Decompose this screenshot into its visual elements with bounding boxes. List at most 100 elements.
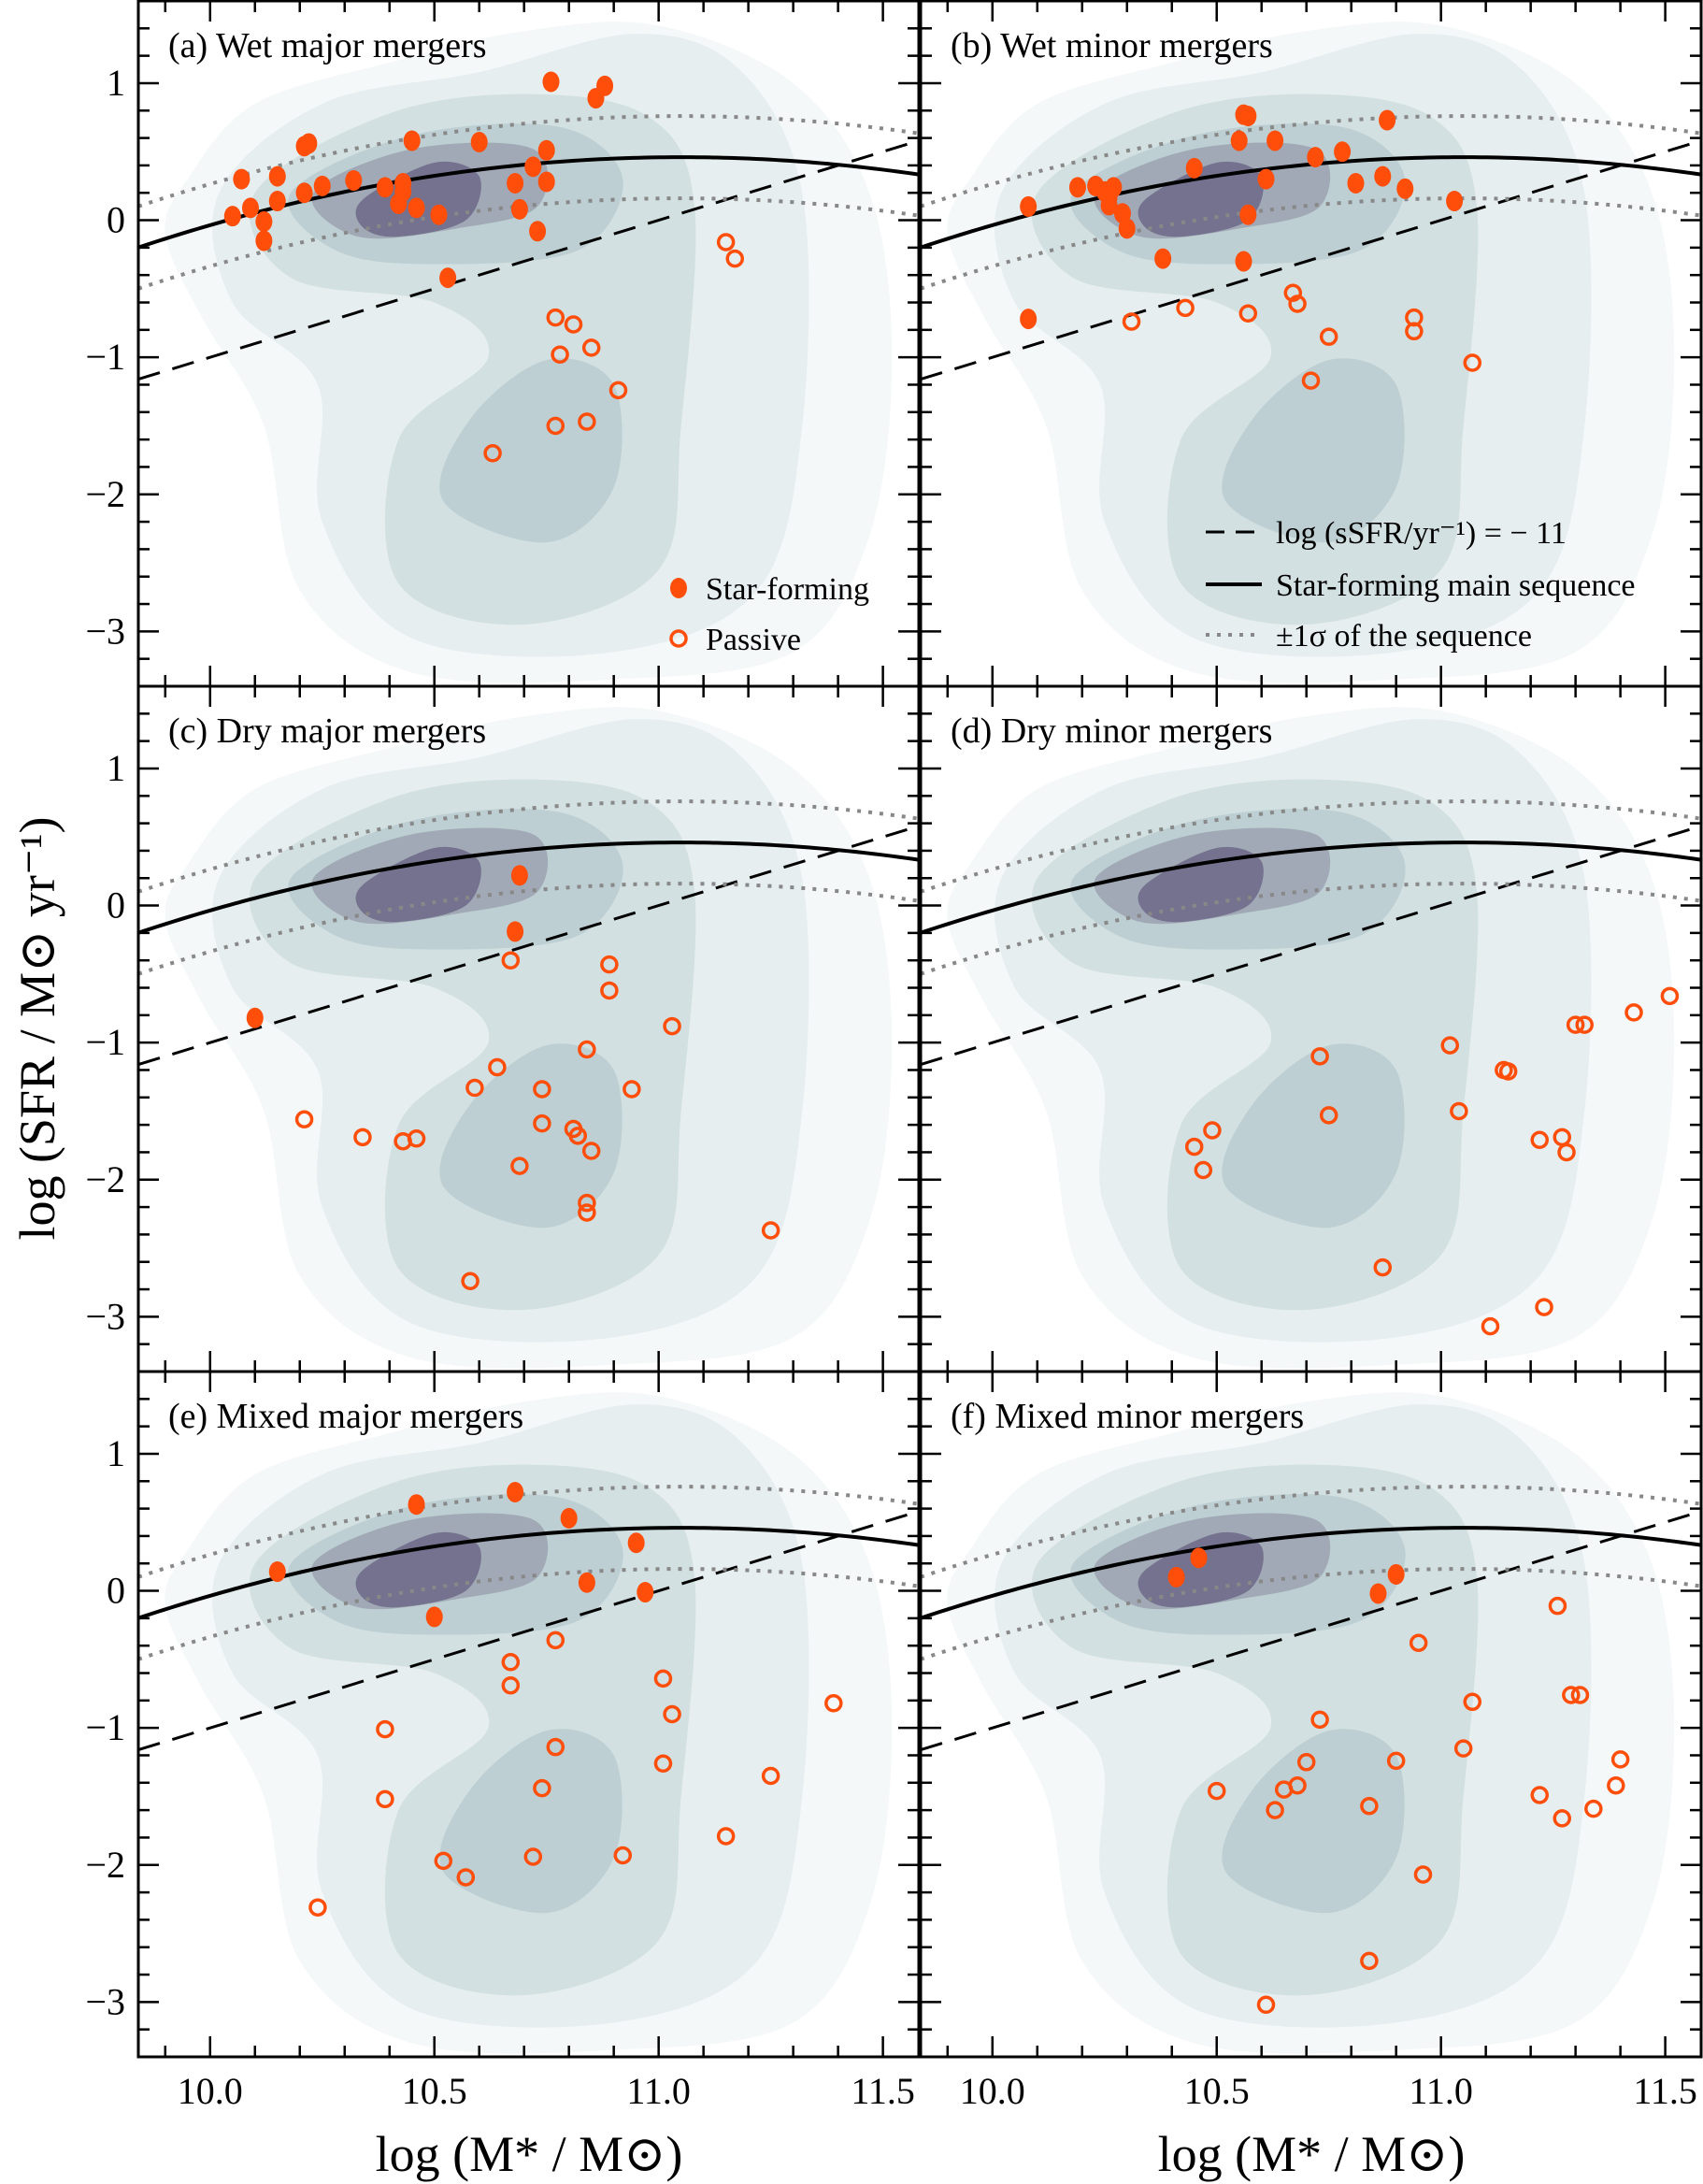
passive-point — [1288, 295, 1307, 313]
star-forming-point — [510, 198, 528, 220]
star-forming-point — [376, 177, 394, 198]
passive-point — [761, 1766, 780, 1786]
y-tick-label: 1 — [107, 747, 125, 789]
main-sequence-lower-sigma — [138, 196, 919, 291]
passive-point — [623, 1080, 641, 1099]
passive-point — [465, 1078, 484, 1098]
star-forming-point — [1374, 165, 1392, 187]
star-forming-point — [246, 1007, 264, 1028]
star-forming-point — [1154, 248, 1172, 269]
star-forming-point — [1257, 168, 1275, 190]
passive-point — [456, 1868, 476, 1887]
passive-point — [725, 249, 744, 268]
density-contours — [947, 1392, 1675, 2054]
passive-point — [376, 1789, 394, 1809]
x-axis-label-right: log (M* / M⊙) — [1158, 2126, 1466, 2182]
legend-passive-marker — [669, 629, 688, 648]
passive-point — [1562, 1686, 1581, 1704]
y-tick-label: −1 — [85, 1021, 125, 1063]
passive-point — [1530, 1786, 1549, 1804]
star-forming-point — [233, 168, 250, 190]
main-sequence-upper-sigma — [138, 114, 919, 208]
panel-title: (b) Wet minor mergers — [951, 26, 1273, 65]
x-tick-label: 10.5 — [402, 2070, 467, 2112]
density-contour — [355, 1531, 481, 1608]
star-forming-point — [529, 221, 547, 242]
main-sequence-lower-sigma — [138, 882, 919, 976]
density-contours — [947, 707, 1675, 1369]
x-tick-label: 11.0 — [1409, 2070, 1473, 2112]
x-tick-label: 10.0 — [960, 2070, 1025, 2112]
passive-point — [608, 381, 628, 400]
density-contour — [439, 358, 623, 543]
x-tick-label: 10.5 — [1184, 2070, 1250, 2112]
passive-point — [581, 338, 601, 357]
star-forming-point — [439, 267, 457, 289]
passive-point — [1207, 1781, 1226, 1801]
y-axis-label: log (SFR / M⊙ yr⁻¹) — [9, 817, 65, 1241]
star-forming-point — [507, 1482, 524, 1503]
passive-point — [1373, 1257, 1393, 1277]
passive-point — [653, 1669, 673, 1688]
passive-point — [510, 1157, 529, 1175]
y-tick-label: −2 — [85, 473, 125, 515]
star-forming-point — [1118, 218, 1136, 239]
star-forming-point — [313, 175, 331, 196]
x-tick-label: 10.0 — [178, 2070, 243, 2112]
legend-star-forming-label: Star-forming — [706, 572, 869, 607]
passive-point — [1413, 1865, 1433, 1884]
passive-point — [461, 1272, 479, 1290]
passive-point — [546, 1631, 565, 1650]
star-forming-point — [268, 165, 286, 187]
passive-point — [407, 1129, 426, 1148]
x-tick-label: 11.5 — [1633, 2070, 1697, 2112]
passive-point — [1310, 1047, 1329, 1066]
star-forming-point — [510, 865, 528, 886]
star-forming-point — [524, 156, 542, 178]
passive-point — [546, 1737, 565, 1757]
passive-point — [1409, 1633, 1428, 1653]
y-tick-label: 1 — [107, 1432, 125, 1474]
y-tick-label: −1 — [85, 336, 125, 378]
star-forming-point — [295, 182, 313, 204]
legend-dashed-label: log (sSFR/yr⁻¹) = − 11 — [1276, 516, 1567, 551]
y-tick-label: −2 — [85, 1158, 125, 1200]
passive-point — [533, 1778, 551, 1798]
star-forming-point — [1185, 157, 1203, 179]
passive-point — [434, 1851, 453, 1871]
star-forming-point — [560, 1507, 578, 1529]
passive-point — [1610, 1750, 1630, 1769]
main-sequence-upper-sigma — [921, 114, 1701, 208]
y-tick-label: 1 — [107, 62, 125, 104]
main-sequence-upper-sigma — [138, 799, 919, 894]
star-forming-point — [1100, 194, 1118, 216]
star-forming-point — [241, 197, 259, 219]
star-forming-point — [537, 139, 555, 161]
star-forming-point — [627, 1532, 645, 1554]
passive-point — [501, 1653, 521, 1672]
passive-point — [568, 1127, 588, 1145]
star-forming-point — [470, 131, 488, 152]
passive-point — [1301, 371, 1321, 390]
star-forming-point — [1068, 177, 1086, 198]
density-contour — [1222, 1729, 1405, 1914]
y-tick-label: 0 — [107, 884, 125, 927]
passive-point — [1624, 1003, 1643, 1022]
density-contour — [1138, 1531, 1264, 1608]
main-sequence-upper-sigma — [921, 1485, 1701, 1579]
passive-point — [1274, 1780, 1294, 1799]
passive-point — [353, 1128, 372, 1147]
star-forming-point — [268, 1561, 286, 1583]
star-forming-point — [268, 191, 286, 212]
star-forming-point — [1190, 1547, 1208, 1569]
passive-point — [1203, 1121, 1222, 1140]
passive-point — [1319, 1106, 1338, 1125]
passive-point — [578, 1203, 596, 1222]
ssfr-threshold-line — [138, 139, 919, 381]
passive-point — [1453, 1739, 1473, 1758]
panel-title: (a) Wet major mergers — [168, 26, 487, 65]
main-sequence-lower-sigma — [138, 1567, 919, 1661]
ssfr-threshold-line — [138, 1510, 919, 1752]
star-forming-point — [1020, 195, 1038, 217]
panel-title: (c) Dry major mergers — [168, 711, 486, 751]
